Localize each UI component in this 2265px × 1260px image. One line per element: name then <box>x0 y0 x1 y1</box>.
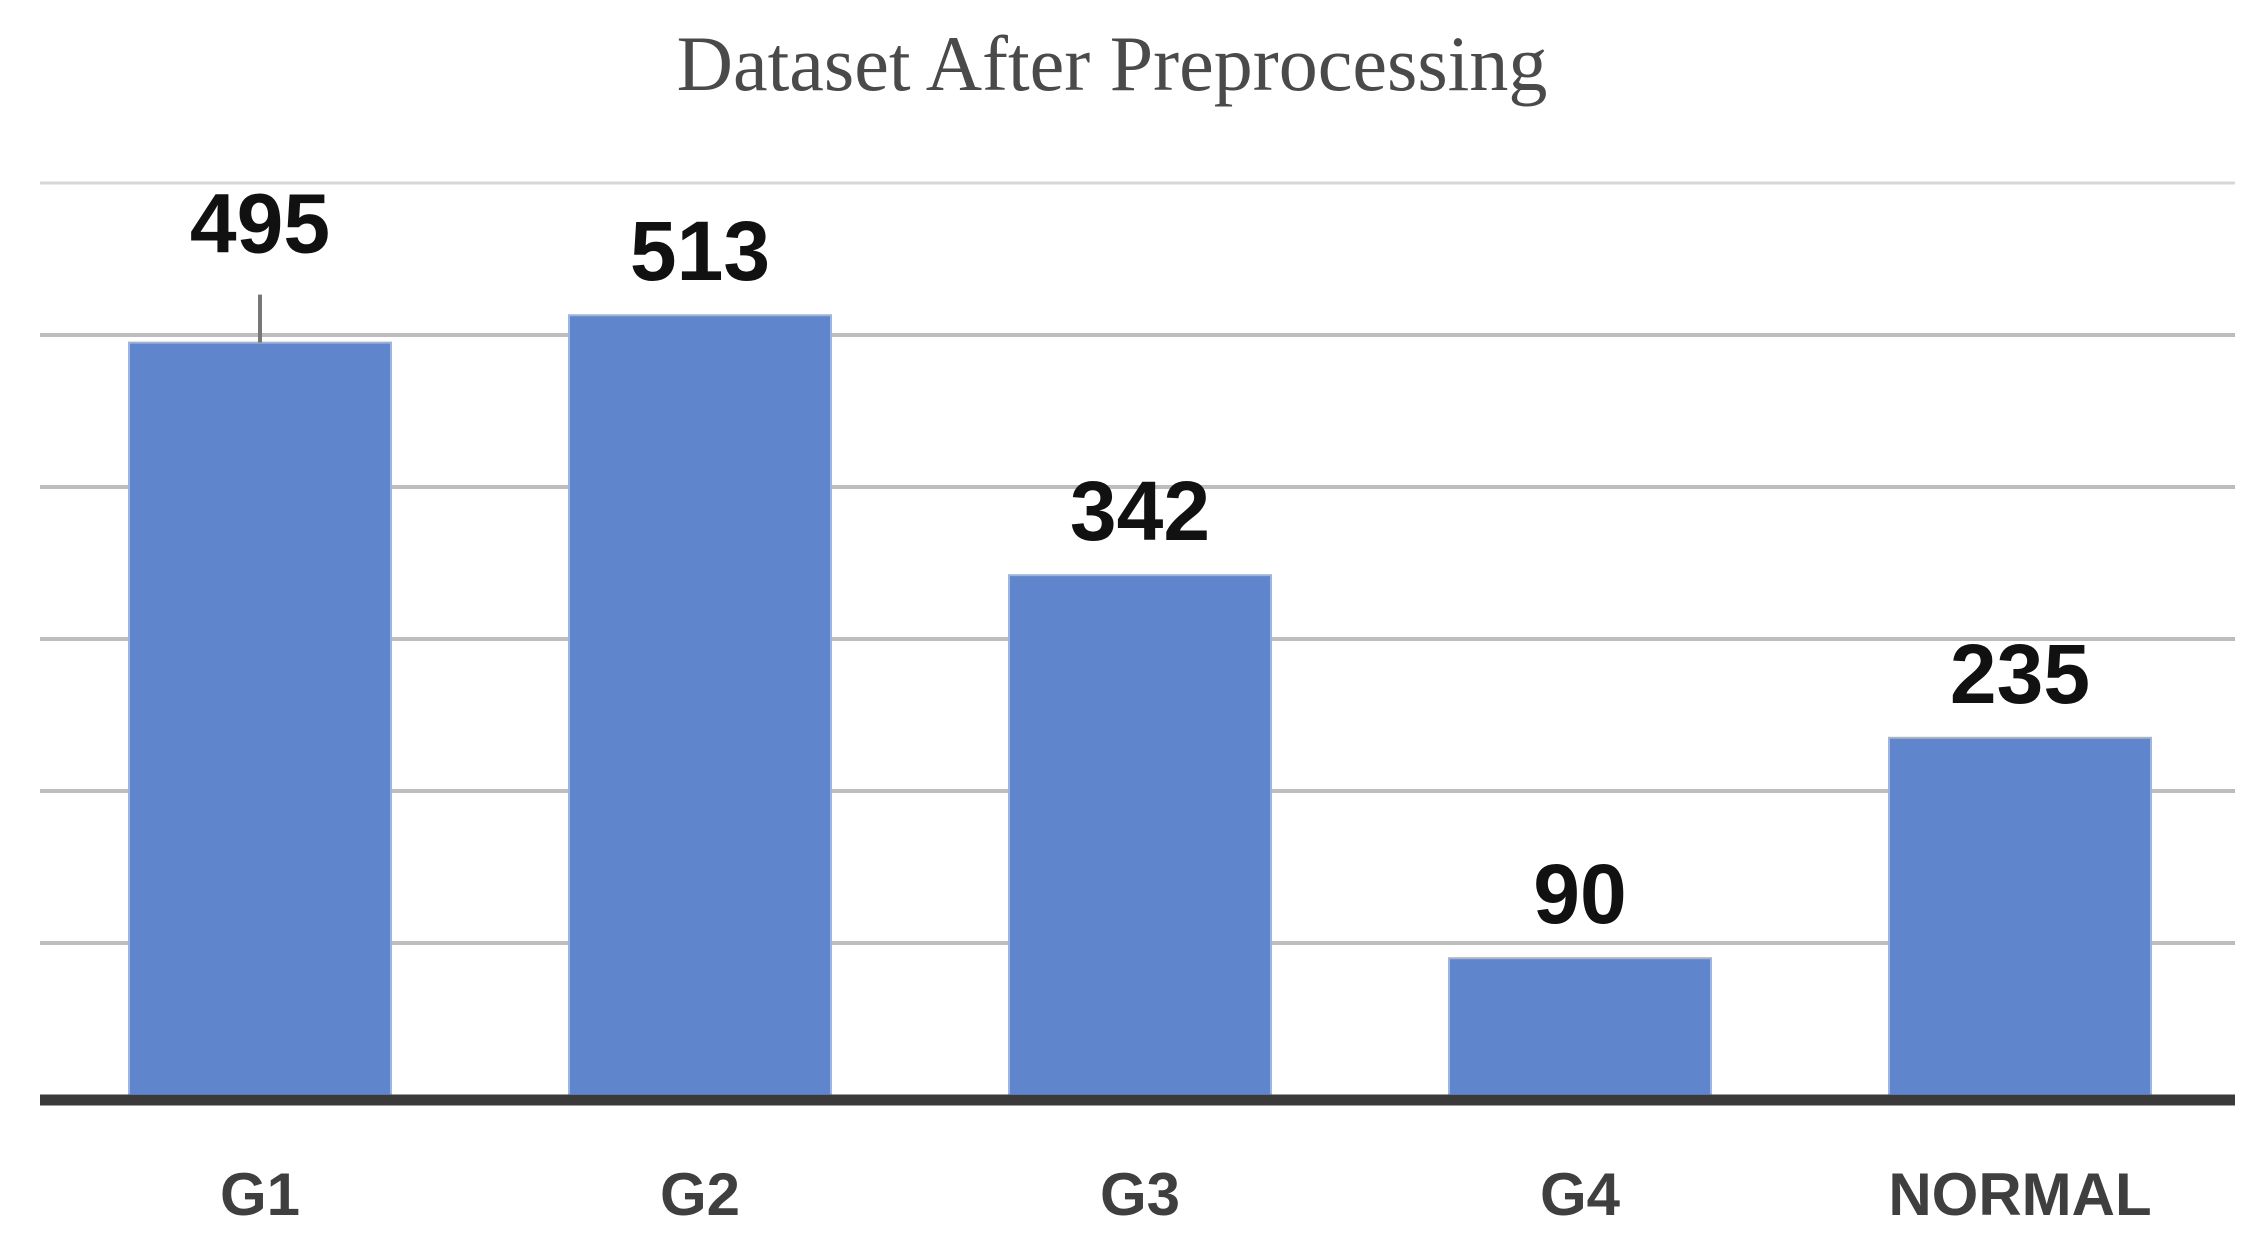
x-tick-label-g1: G1 <box>220 1161 300 1228</box>
data-label-g4: 90 <box>1533 847 1626 941</box>
x-tick-label-g4: G4 <box>1540 1161 1621 1228</box>
chart-title: Dataset After Preprocessing <box>677 20 1548 107</box>
x-axis-tick-labels: G1 G2 G3 G4 NORMAL <box>220 1161 2152 1228</box>
bars <box>128 314 2152 1097</box>
bar-normal <box>1888 736 2152 1096</box>
x-tick-label-g2: G2 <box>660 1161 740 1228</box>
bar-g2 <box>568 314 832 1096</box>
data-label-g2: 513 <box>630 204 770 298</box>
bar-g4 <box>1448 957 1712 1097</box>
x-tick-label-g3: G3 <box>1100 1161 1180 1228</box>
bar-g1 <box>128 341 392 1097</box>
data-label-g3: 342 <box>1070 464 1210 558</box>
data-labels: 495 513 342 90 235 <box>190 177 2090 942</box>
data-label-normal: 235 <box>1950 627 2090 721</box>
data-label-g1: 495 <box>190 177 330 271</box>
x-tick-label-normal: NORMAL <box>1888 1161 2151 1228</box>
bar-g3 <box>1008 574 1272 1096</box>
